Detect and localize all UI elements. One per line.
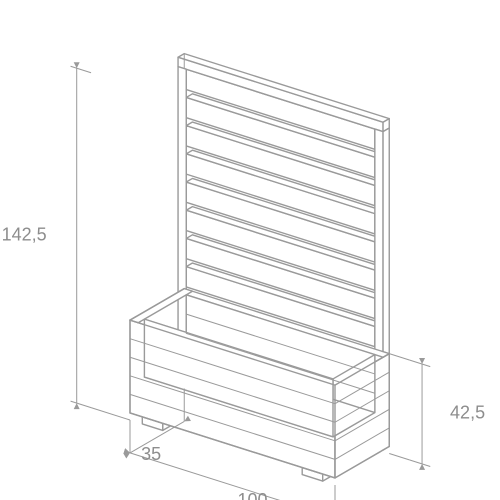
- svg-text:35: 35: [141, 444, 161, 464]
- svg-text:100: 100: [237, 490, 267, 500]
- svg-text:142,5: 142,5: [2, 224, 47, 244]
- svg-text:42,5: 42,5: [450, 403, 485, 423]
